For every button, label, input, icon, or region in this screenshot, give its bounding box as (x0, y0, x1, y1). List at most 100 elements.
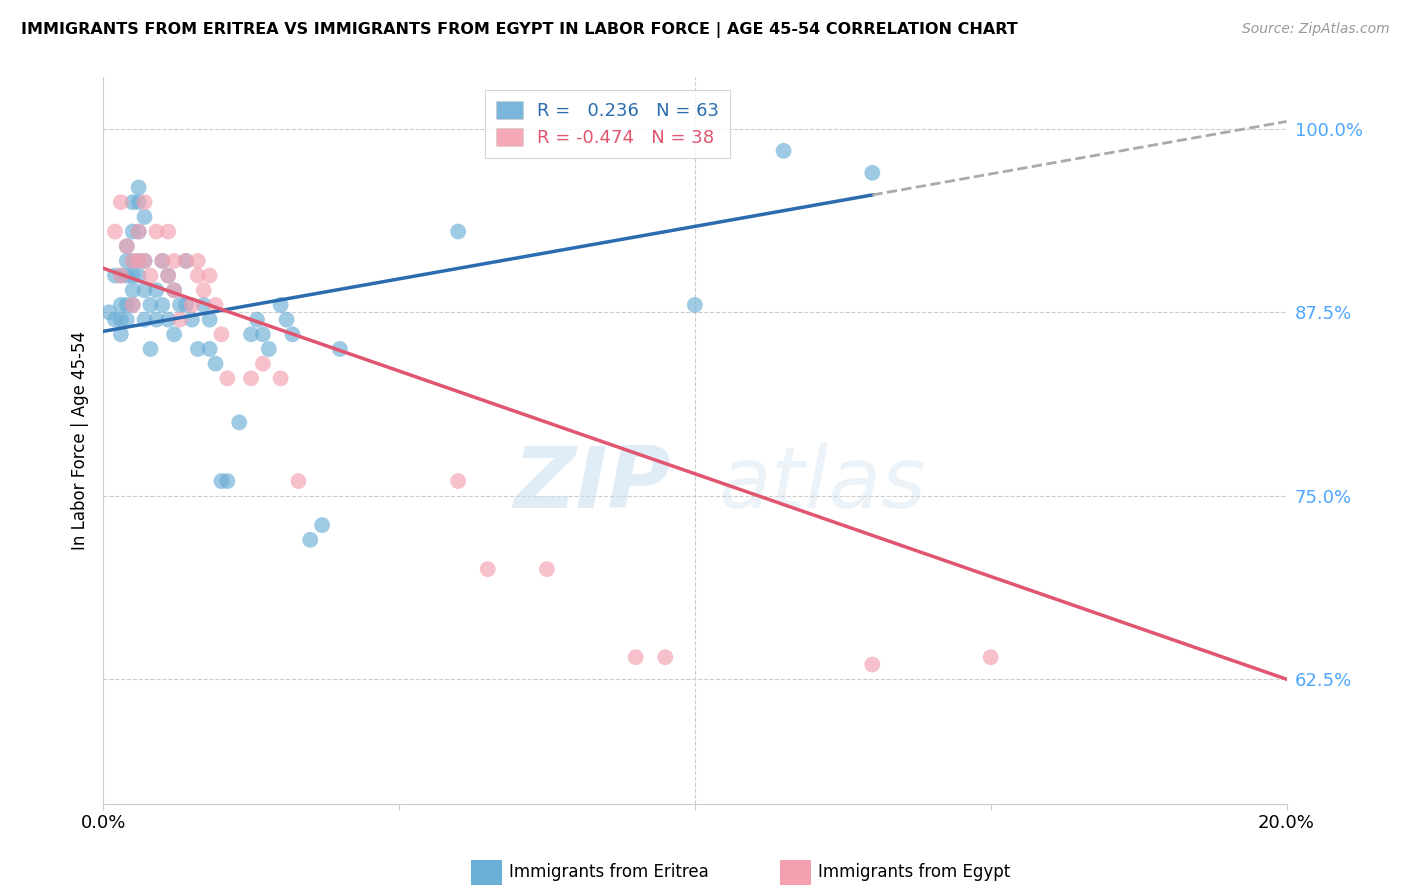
Point (169, 312, 191, 326)
Point (174, 254, 197, 268)
Point (204, 357, 226, 371)
Point (134, 210, 156, 224)
Point (198, 268, 221, 283)
Point (281, 327, 304, 342)
Point (121, 195, 143, 210)
Point (157, 312, 180, 326)
Point (228, 416, 250, 430)
Point (270, 371, 292, 385)
Point (169, 298, 191, 312)
Point (211, 327, 233, 342)
Point (121, 254, 143, 268)
Point (240, 371, 263, 385)
Point (110, 298, 132, 312)
Text: ZIP: ZIP (513, 442, 671, 525)
Point (287, 474, 309, 488)
Point (121, 268, 143, 283)
Text: IMMIGRANTS FROM ERITREA VS IMMIGRANTS FROM EGYPT IN LABOR FORCE | AGE 45-54 CORR: IMMIGRANTS FROM ERITREA VS IMMIGRANTS FR… (21, 22, 1018, 38)
Point (163, 254, 186, 268)
Point (174, 298, 197, 312)
Point (110, 327, 132, 342)
Point (139, 342, 162, 356)
Point (157, 268, 180, 283)
Text: Immigrants from Egypt: Immigrants from Egypt (818, 863, 1011, 881)
Point (150, 254, 173, 268)
Point (163, 283, 186, 297)
Point (145, 312, 167, 326)
Point (187, 342, 209, 356)
Point (134, 254, 156, 268)
Point (115, 239, 138, 253)
Legend: R =   0.236   N = 63, R = -0.474   N = 38: R = 0.236 N = 63, R = -0.474 N = 38 (485, 90, 730, 158)
Point (110, 312, 132, 326)
Point (128, 254, 150, 268)
Point (329, 342, 352, 356)
Point (115, 312, 138, 326)
Point (299, 533, 322, 547)
Point (134, 195, 156, 210)
Point (252, 327, 274, 342)
Point (145, 283, 167, 297)
Point (134, 312, 156, 326)
Point (276, 312, 298, 326)
Point (536, 562, 558, 576)
Point (104, 268, 127, 283)
Point (121, 298, 143, 312)
Point (447, 474, 470, 488)
Point (157, 225, 180, 239)
Point (115, 298, 138, 312)
Point (683, 298, 706, 312)
Point (187, 254, 209, 268)
Point (121, 283, 143, 297)
Point (447, 225, 470, 239)
Point (121, 225, 143, 239)
Text: atlas: atlas (718, 442, 927, 525)
Point (128, 195, 150, 210)
Point (128, 225, 150, 239)
Point (104, 312, 127, 326)
Point (772, 144, 794, 158)
Point (128, 254, 150, 268)
Point (115, 268, 138, 283)
Point (157, 268, 180, 283)
Point (110, 195, 132, 210)
Point (246, 312, 269, 326)
Point (193, 298, 215, 312)
Point (134, 283, 156, 297)
Point (654, 650, 676, 665)
Point (121, 254, 143, 268)
Point (163, 327, 186, 342)
Point (204, 298, 226, 312)
Text: Source: ZipAtlas.com: Source: ZipAtlas.com (1241, 22, 1389, 37)
Point (311, 518, 333, 533)
Point (150, 254, 173, 268)
Point (252, 357, 274, 371)
Point (121, 298, 143, 312)
Point (115, 254, 138, 268)
Point (150, 298, 173, 312)
Point (270, 298, 292, 312)
Y-axis label: In Labor Force | Age 45-54: In Labor Force | Age 45-54 (72, 331, 89, 550)
Point (128, 180, 150, 194)
Point (128, 268, 150, 283)
Point (163, 283, 186, 297)
Point (193, 283, 215, 297)
Point (860, 657, 883, 672)
Point (180, 312, 202, 326)
Point (128, 225, 150, 239)
Point (139, 268, 162, 283)
Point (180, 298, 202, 312)
Point (134, 254, 156, 268)
Point (145, 225, 167, 239)
Point (98, 305, 121, 319)
Point (477, 562, 499, 576)
Point (110, 268, 132, 283)
Point (240, 327, 263, 342)
Point (257, 342, 280, 356)
Point (187, 268, 209, 283)
Point (980, 650, 1002, 665)
Point (104, 225, 127, 239)
Point (115, 239, 138, 253)
Text: Immigrants from Eritrea: Immigrants from Eritrea (509, 863, 709, 881)
Point (198, 342, 221, 356)
